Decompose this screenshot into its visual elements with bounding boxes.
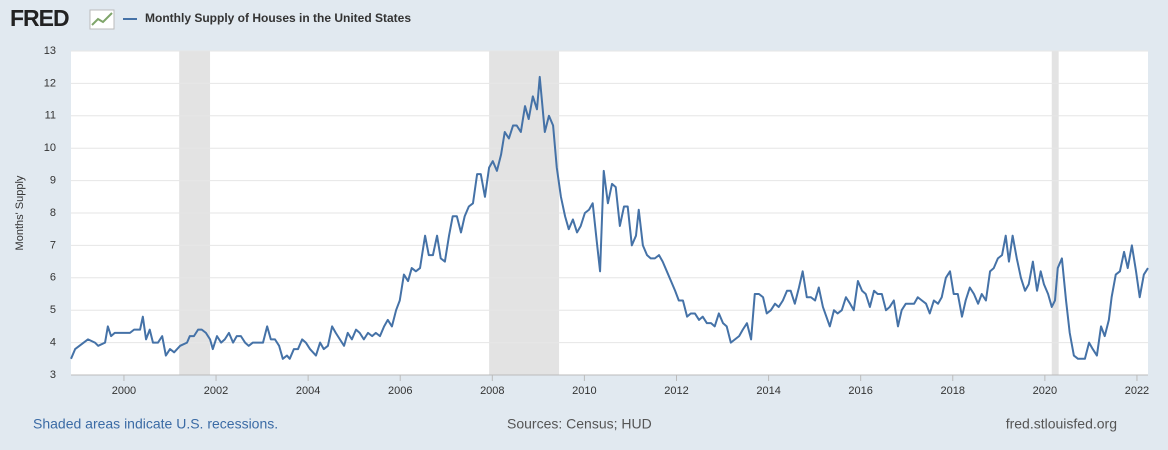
x-tick-label: 2008 (480, 385, 504, 397)
y-tick-label: 13 (44, 45, 56, 57)
logo-icon (89, 9, 115, 30)
x-tick-label: 2000 (112, 385, 136, 397)
data-line (70, 75, 1149, 360)
x-tick-label: 2022 (1125, 385, 1149, 397)
x-tick-label: 2018 (941, 385, 965, 397)
y-axis-title: Months' Supply (14, 175, 26, 250)
x-tick-label: 2020 (1033, 385, 1057, 397)
x-tick-label: 2016 (848, 385, 872, 397)
y-tick-label: 3 (50, 369, 56, 381)
x-tick-label: 2004 (296, 385, 320, 397)
x-tick-label: 2006 (388, 385, 412, 397)
x-tick-label: 2014 (756, 385, 780, 397)
legend-label: Monthly Supply of Houses in the United S… (145, 11, 411, 25)
recession-note: Shaded areas indicate U.S. recessions. (33, 416, 278, 432)
y-tick-label: 12 (44, 77, 56, 89)
y-tick-label: 4 (50, 337, 56, 349)
x-tick-label: 2002 (204, 385, 228, 397)
sources: Sources: Census; HUD (507, 416, 652, 432)
brand-logo: FRED (10, 5, 69, 31)
y-tick-label: 10 (44, 142, 56, 154)
site-url: fred.stlouisfed.org (1006, 416, 1117, 432)
y-tick-label: 5 (50, 304, 56, 316)
y-tick-label: 9 (50, 175, 56, 187)
y-tick-label: 7 (50, 239, 56, 251)
y-tick-label: 11 (45, 110, 56, 122)
x-tick-label: 2012 (664, 385, 688, 397)
y-tick-label: 6 (50, 272, 56, 284)
x-tick-label: 2010 (572, 385, 596, 397)
y-tick-label: 8 (50, 207, 56, 219)
